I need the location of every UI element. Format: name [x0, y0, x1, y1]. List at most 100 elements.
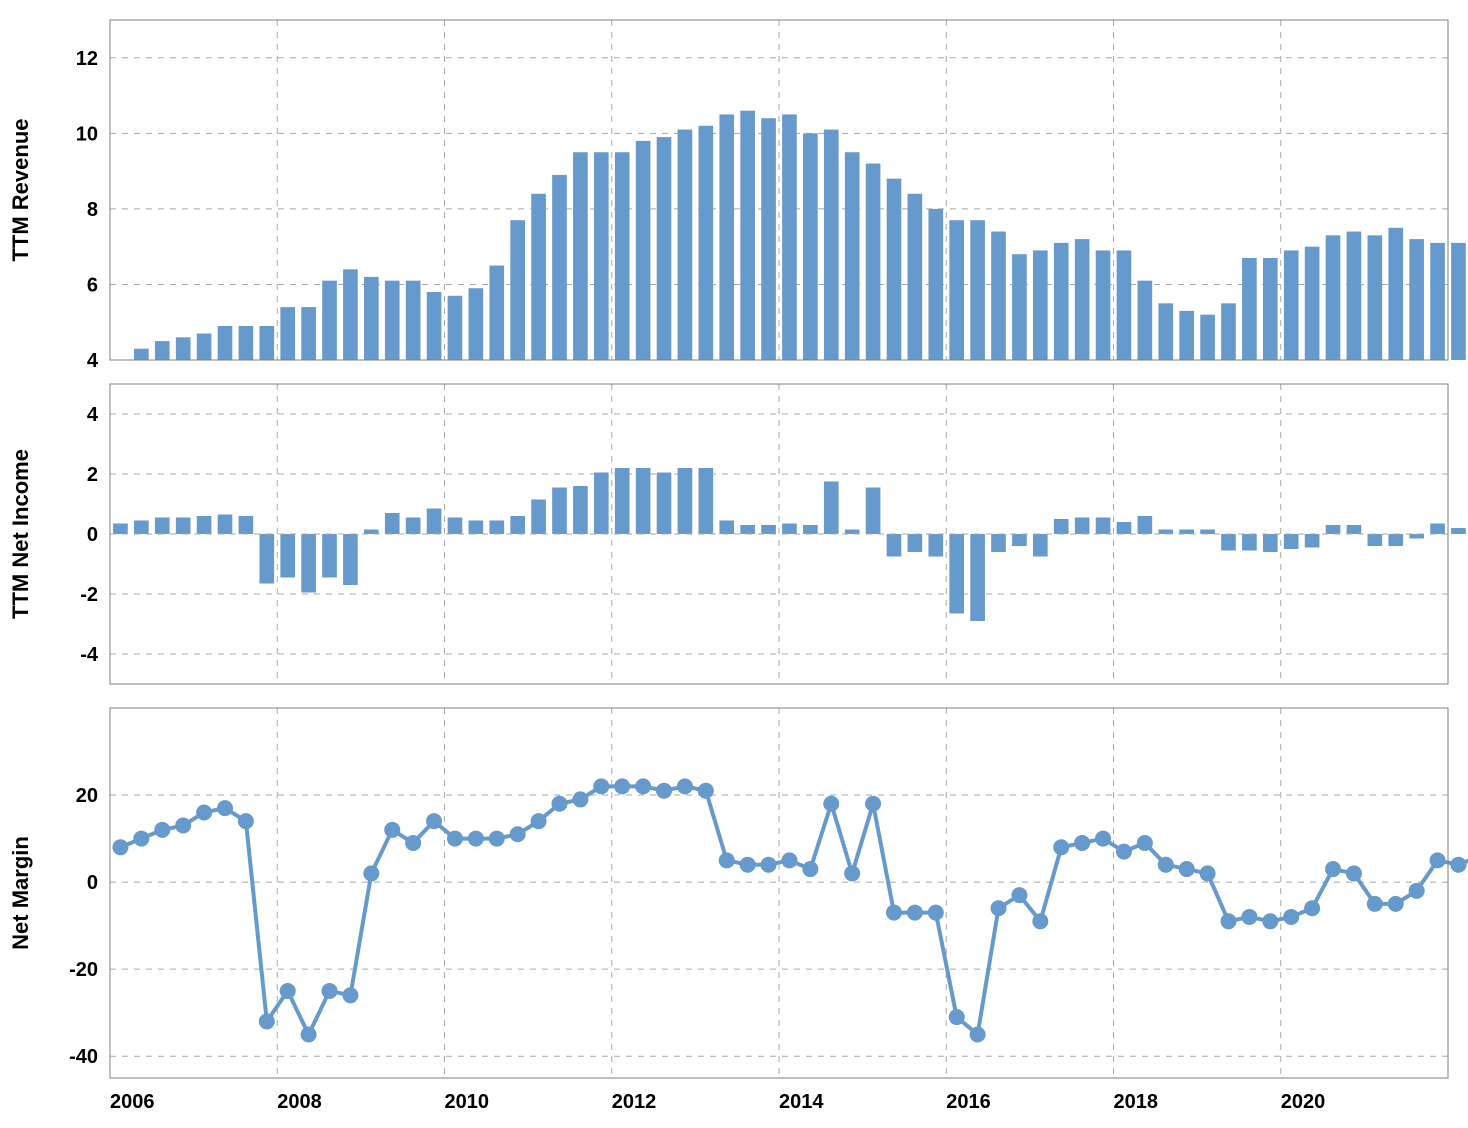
bar: [469, 288, 484, 360]
bar: [1451, 528, 1466, 534]
bar: [1179, 530, 1194, 535]
bar: [1263, 258, 1278, 360]
bar: [469, 521, 484, 535]
marker: [844, 865, 860, 881]
bar: [928, 209, 943, 360]
bar: [1033, 250, 1048, 360]
bar: [866, 164, 881, 360]
marker: [322, 983, 338, 999]
bar: [1200, 315, 1215, 360]
bar: [761, 118, 776, 360]
marker: [447, 831, 463, 847]
marker: [384, 822, 400, 838]
marker: [1032, 913, 1048, 929]
bar: [385, 281, 400, 360]
marker: [238, 813, 254, 829]
marker: [719, 852, 735, 868]
bar: [134, 349, 149, 360]
bar: [991, 232, 1006, 360]
bar: [740, 111, 755, 360]
ytick-label: 2: [87, 464, 98, 486]
ytick-label: 0: [87, 524, 98, 546]
ytick-label: 20: [76, 785, 98, 807]
bar: [1054, 519, 1069, 534]
marker: [970, 1026, 986, 1042]
ylabel-netincome: TTM Net Income: [8, 449, 33, 619]
bar: [1054, 243, 1069, 360]
marker: [426, 813, 442, 829]
bar: [1138, 516, 1153, 534]
marker: [363, 865, 379, 881]
bar: [1096, 250, 1111, 360]
bar: [657, 473, 672, 535]
bar: [887, 534, 902, 557]
bar: [761, 525, 776, 534]
bar: [448, 296, 463, 360]
bar: [740, 525, 755, 534]
bar: [343, 534, 358, 585]
marker: [740, 857, 756, 873]
bar: [782, 114, 797, 360]
bar: [1075, 518, 1090, 535]
xtick-label: 2012: [612, 1091, 657, 1113]
marker: [1346, 865, 1362, 881]
panel-netincome: -4-2024TTM Net Income: [8, 384, 1468, 684]
bar: [803, 133, 818, 360]
ytick-label: -20: [69, 959, 98, 981]
bar: [615, 468, 630, 534]
bar: [949, 534, 964, 614]
marker: [781, 852, 797, 868]
panel-revenue: 4681012TTM Revenue: [8, 20, 1468, 372]
marker: [531, 813, 547, 829]
bar: [489, 521, 504, 535]
bar: [259, 534, 274, 584]
bar: [176, 518, 191, 535]
marker: [991, 900, 1007, 916]
marker: [761, 857, 777, 873]
bar: [1117, 250, 1132, 360]
ytick-label: 12: [76, 48, 98, 70]
bar: [1305, 247, 1320, 360]
xtick-label: 2014: [779, 1091, 824, 1113]
bar: [510, 516, 525, 534]
bar: [1368, 235, 1383, 360]
bar: [239, 326, 254, 360]
ytick-label: -40: [69, 1046, 98, 1068]
bar: [1096, 518, 1111, 535]
bar: [803, 525, 818, 534]
bar: [364, 277, 379, 360]
marker: [1200, 865, 1216, 881]
bar: [1075, 239, 1090, 360]
bar: [678, 468, 693, 534]
bar: [406, 281, 421, 360]
marker: [1220, 913, 1236, 929]
bar: [573, 152, 588, 360]
bar: [1409, 239, 1424, 360]
bar: [908, 534, 923, 552]
marker: [133, 831, 149, 847]
xtick-label: 2020: [1281, 1091, 1326, 1113]
marker: [1137, 835, 1153, 851]
bar: [155, 518, 170, 535]
marker: [280, 983, 296, 999]
bar: [322, 534, 337, 578]
marker: [1388, 896, 1404, 912]
marker: [802, 861, 818, 877]
marker: [405, 835, 421, 851]
bar: [1242, 258, 1257, 360]
financial-charts: 4681012TTM Revenue-4-2024TTM Net Income-…: [0, 0, 1468, 1128]
marker: [196, 804, 212, 820]
bar: [1451, 243, 1466, 360]
bar: [531, 194, 546, 360]
bar: [699, 126, 714, 360]
marker: [1011, 887, 1027, 903]
bar: [1388, 534, 1403, 546]
marker: [1074, 835, 1090, 851]
bar: [1033, 534, 1048, 557]
bar: [322, 281, 337, 360]
marker: [1450, 857, 1466, 873]
bar: [845, 152, 860, 360]
bar: [991, 534, 1006, 552]
ytick-label: 10: [76, 123, 98, 145]
bar: [1221, 303, 1236, 360]
